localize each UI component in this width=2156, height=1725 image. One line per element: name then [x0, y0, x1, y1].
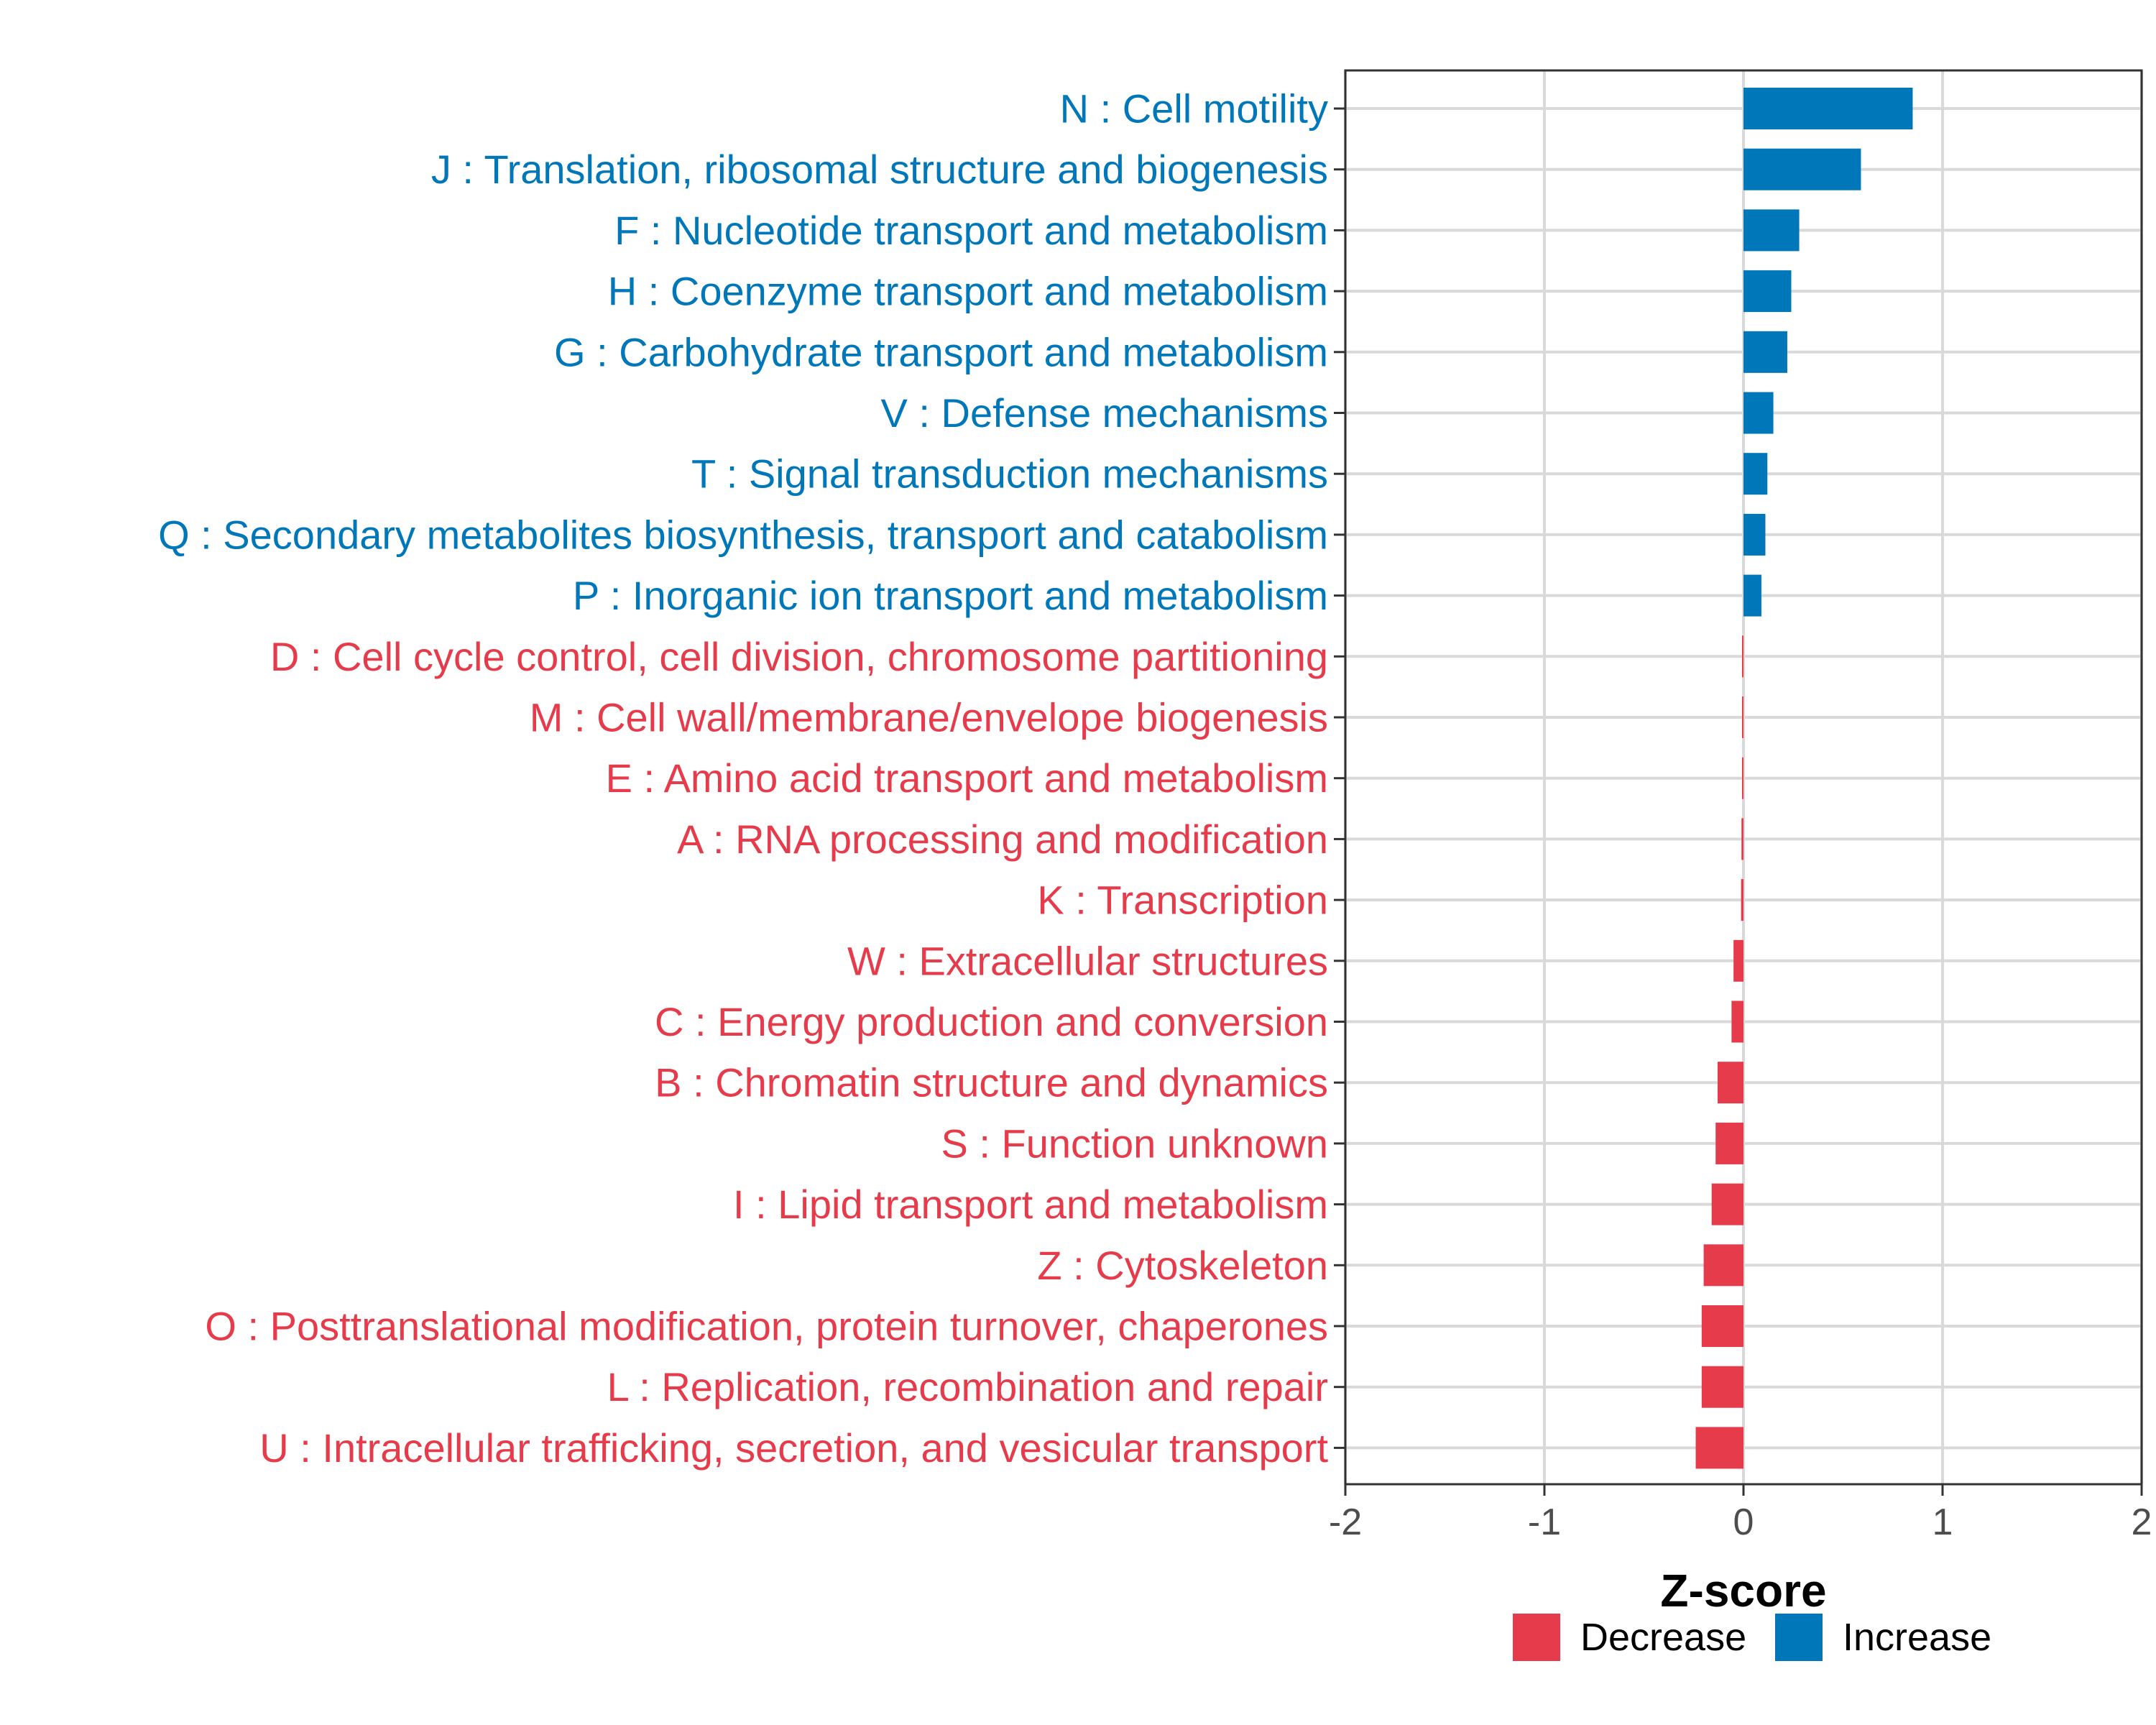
- category-label: L : Replication, recombination and repai…: [607, 1364, 1328, 1409]
- category-label: T : Signal transduction mechanisms: [691, 451, 1328, 497]
- bar: [1743, 270, 1792, 313]
- bar: [1743, 209, 1800, 252]
- x-tick-label: 0: [1733, 1501, 1754, 1543]
- bar: [1743, 453, 1768, 495]
- category-label: U : Intracellular trafficking, secretion…: [259, 1425, 1328, 1471]
- y-axis-ticks: [1334, 107, 1345, 1449]
- x-axis-ticks: -2 -1 0 1 2: [1329, 1484, 2152, 1543]
- bar: [1743, 392, 1774, 434]
- bars: [1695, 88, 1913, 1469]
- x-tick-label: 2: [2132, 1501, 2152, 1543]
- bar: [1741, 818, 1743, 860]
- legend-label-increase: Increase: [1843, 1616, 1991, 1659]
- bar: [1717, 1062, 1743, 1104]
- bar: [1742, 696, 1743, 738]
- bar: [1733, 939, 1743, 982]
- legend-swatch-decrease: [1513, 1614, 1560, 1661]
- bar: [1701, 1366, 1743, 1408]
- bar: [1715, 1122, 1743, 1164]
- category-label: B : Chromatin structure and dynamics: [655, 1060, 1328, 1105]
- category-label: C : Energy production and conversion: [655, 999, 1328, 1044]
- category-label: E : Amino acid transport and metabolism: [606, 755, 1328, 801]
- bar: [1742, 757, 1743, 799]
- bar: [1742, 635, 1743, 678]
- bar: [1731, 1000, 1743, 1043]
- x-axis-title: Z-score: [1660, 1565, 1826, 1616]
- category-labels: N : Cell motility J : Translation, riboso…: [158, 86, 1328, 1471]
- bar: [1711, 1183, 1743, 1225]
- category-label: H : Coenzyme transport and metabolism: [608, 269, 1328, 314]
- bar: [1743, 574, 1761, 617]
- category-label: P : Inorganic ion transport and metaboli…: [573, 573, 1328, 618]
- bar: [1701, 1305, 1743, 1347]
- category-label: F : Nucleotide transport and metabolism: [614, 208, 1328, 253]
- category-label: W : Extracellular structures: [847, 938, 1328, 983]
- x-tick-label: -1: [1528, 1501, 1561, 1543]
- category-label: O : Posttranslational modification, prot…: [205, 1304, 1328, 1349]
- x-tick-label: -2: [1329, 1501, 1362, 1543]
- category-label: A : RNA processing and modification: [677, 816, 1328, 862]
- category-label: V : Defense mechanisms: [881, 390, 1328, 436]
- legend: Decrease Increase: [1513, 1614, 1991, 1661]
- legend-label-decrease: Decrease: [1580, 1616, 1746, 1659]
- bar: [1743, 148, 1861, 190]
- category-label: M : Cell wall/membrane/envelope biogenes…: [530, 695, 1328, 740]
- category-label: N : Cell motility: [1060, 86, 1328, 132]
- category-label: G : Carbohydrate transport and metabolis…: [554, 329, 1328, 374]
- category-label: Z : Cytoskeleton: [1037, 1243, 1328, 1288]
- bar: [1743, 513, 1766, 556]
- category-label: K : Transcription: [1037, 878, 1328, 923]
- x-tick-label: 1: [1932, 1501, 1953, 1543]
- bar: [1703, 1244, 1743, 1287]
- category-label: Q : Secondary metabolites biosynthesis, …: [158, 512, 1328, 557]
- category-label: D : Cell cycle control, cell division, c…: [270, 634, 1328, 679]
- bar: [1743, 88, 1913, 129]
- bar: [1695, 1427, 1743, 1469]
- legend-swatch-increase: [1775, 1614, 1823, 1661]
- category-label: I : Lipid transport and metabolism: [733, 1182, 1328, 1227]
- bar: [1743, 331, 1787, 373]
- bar: [1741, 879, 1743, 921]
- category-label: J : Translation, ribosomal structure and…: [431, 147, 1328, 192]
- category-label: S : Function unknown: [941, 1121, 1328, 1166]
